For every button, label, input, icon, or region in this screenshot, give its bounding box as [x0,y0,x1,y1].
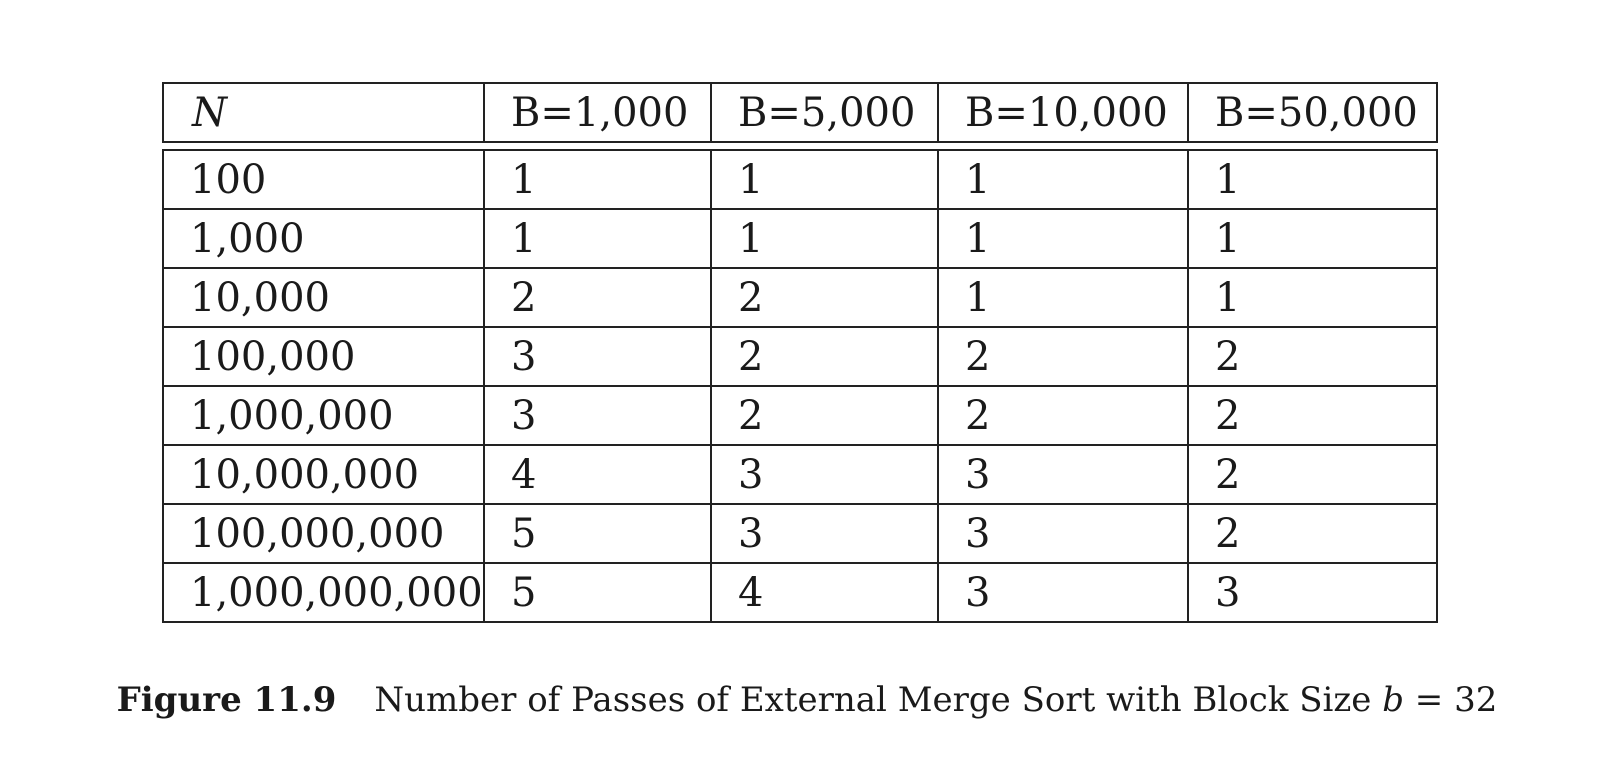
header-b-10000: B=10,000 [937,82,1189,143]
cell-value: 3 [483,385,712,446]
cell-n: 10,000 [162,267,485,328]
cell-value: 3 [710,444,939,505]
cell-value: 5 [483,562,712,623]
cell-value: 1 [710,208,939,269]
table-row: 100 1 1 1 1 [162,149,1438,210]
cell-value: 1 [710,149,939,210]
cell-value: 1 [483,149,712,210]
caption-text: Number of Passes of External Merge Sort … [374,680,1372,720]
passes-table: N B=1,000 B=5,000 B=10,000 B=50,000 100 … [162,82,1438,623]
cell-value: 1 [1187,149,1438,210]
table-row: 1,000,000 3 2 2 2 [162,385,1438,446]
cell-value: 1 [937,208,1189,269]
cell-value: 2 [1187,385,1438,446]
cell-value: 5 [483,503,712,564]
cell-n: 1,000,000,000 [162,562,485,623]
table-row: 1,000 1 1 1 1 [162,208,1438,269]
cell-value: 3 [937,562,1189,623]
cell-n: 10,000,000 [162,444,485,505]
table-row: 10,000 2 2 1 1 [162,267,1438,328]
caption-math-rest: = 32 [1403,680,1498,720]
figure-label: Figure 11.9 [116,680,337,720]
cell-n: 1,000,000 [162,385,485,446]
cell-value: 2 [483,267,712,328]
cell-value: 1 [1187,267,1438,328]
cell-value: 2 [1187,444,1438,505]
cell-value: 2 [710,385,939,446]
table-row: 10,000,000 4 3 3 2 [162,444,1438,505]
cell-value: 2 [937,326,1189,387]
cell-value: 3 [483,326,712,387]
header-b-5000: B=5,000 [710,82,939,143]
cell-value: 2 [710,267,939,328]
cell-value: 1 [937,267,1189,328]
header-b-50000: B=50,000 [1187,82,1438,143]
table-row: 1,000,000,000 5 4 3 3 [162,562,1438,623]
cell-value: 3 [710,503,939,564]
header-double-rule [163,141,1437,151]
cell-value: 3 [1187,562,1438,623]
table-row: 100,000,000 5 3 3 2 [162,503,1438,564]
cell-n: 100,000,000 [162,503,485,564]
cell-value: 1 [937,149,1189,210]
cell-value: 2 [1187,326,1438,387]
table-row: 100,000 3 2 2 2 [162,326,1438,387]
cell-value: 2 [1187,503,1438,564]
figure-caption: Figure 11.9 Number of Passes of External … [0,680,1614,720]
cell-value: 3 [937,444,1189,505]
cell-value: 4 [710,562,939,623]
cell-value: 1 [483,208,712,269]
cell-n: 100 [162,149,485,210]
cell-n: 100,000 [162,326,485,387]
cell-value: 1 [1187,208,1438,269]
cell-n: 1,000 [162,208,485,269]
table-header-row: N B=1,000 B=5,000 B=10,000 B=50,000 [162,82,1438,143]
cell-value: 2 [710,326,939,387]
cell-value: 2 [937,385,1189,446]
cell-value: 3 [937,503,1189,564]
header-n: N [162,82,485,143]
header-b-1000: B=1,000 [483,82,712,143]
caption-math-var: b [1382,680,1404,720]
cell-value: 4 [483,444,712,505]
